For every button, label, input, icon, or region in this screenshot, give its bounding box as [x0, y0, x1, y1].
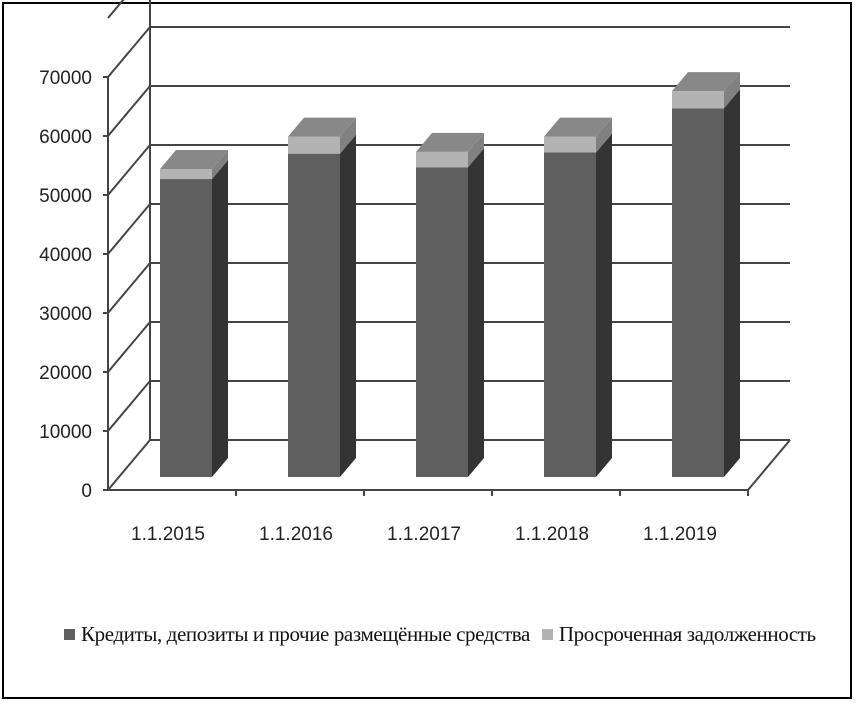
bar-top-1.1.2016 [288, 117, 356, 137]
gridline-diagonal [107, 85, 151, 137]
bar-overdue-1.1.2019 [672, 91, 724, 109]
legend-swatch-credits [64, 629, 75, 640]
y-tick-label: 10000 [39, 422, 92, 443]
bar-group-1.1.2018 [544, 117, 612, 477]
y-tick-label: 70000 [39, 68, 92, 89]
bar-side-credits-1.1.2017 [468, 148, 484, 477]
legend: Кредиты, депозиты и прочие размещённые с… [64, 622, 854, 647]
bar-overdue-1.1.2016 [288, 136, 340, 154]
bar-credits-1.1.2017 [416, 167, 468, 477]
y-tick-label: 50000 [39, 186, 92, 207]
bar-top-1.1.2019 [672, 72, 740, 92]
gridline-diagonal [107, 144, 151, 196]
legend-swatch-overdue [541, 629, 553, 640]
bar-side-overdue-1.1.2015 [212, 150, 228, 180]
bar-side-overdue-1.1.2016 [340, 117, 356, 154]
x-tick-label: 1.1.2018 [515, 524, 589, 545]
x-tick-label: 1.1.2017 [387, 524, 461, 545]
y-axis-tick-labels: 0 10000 20000 30000 40000 50000 60000 70000 [39, 68, 108, 502]
bar-side-overdue-1.1.2017 [468, 132, 484, 168]
y-tick-label: 30000 [39, 304, 92, 325]
bar-side-credits-1.1.2019 [724, 89, 740, 477]
bar-side-credits-1.1.2015 [212, 160, 228, 478]
y-tick-label: 40000 [39, 245, 92, 266]
bar-credits-1.1.2018 [544, 152, 596, 477]
gridline-diagonal [107, 0, 125, 19]
bar-group-1.1.2016 [288, 117, 356, 477]
bars [160, 72, 740, 478]
y-tick-label: 0 [81, 481, 92, 502]
x-tick-label: 1.1.2016 [259, 524, 333, 545]
bar-side-overdue-1.1.2019 [724, 72, 740, 109]
bar-top-1.1.2017 [416, 132, 484, 152]
bar-side-credits-1.1.2016 [340, 134, 356, 477]
bar-credits-1.1.2016 [288, 153, 340, 477]
bar-credits-1.1.2015 [160, 179, 212, 478]
bar-group-1.1.2017 [416, 132, 484, 477]
x-tick-label: 1.1.2015 [131, 524, 205, 545]
y-tick-label: 60000 [39, 127, 92, 148]
gridline-diagonal [107, 26, 151, 78]
gridline-diagonal [107, 380, 151, 432]
bar-credits-1.1.2019 [672, 108, 724, 477]
legend-item-overdue: Просроченная задолженность [541, 622, 816, 647]
floor-right-edge [747, 439, 791, 491]
y-tick-label: 20000 [39, 363, 92, 384]
bar-side-credits-1.1.2018 [596, 133, 612, 477]
bar-group-1.1.2019 [672, 72, 740, 477]
bar-top-1.1.2018 [544, 117, 612, 137]
gridline-diagonal [107, 262, 151, 314]
legend-item-credits: Кредиты, депозиты и прочие размещённые с… [64, 622, 530, 647]
bar-side-overdue-1.1.2018 [596, 117, 612, 153]
bar-group-1.1.2015 [160, 150, 228, 478]
x-tick-label: 1.1.2019 [643, 524, 717, 545]
legend-label-credits: Кредиты, депозиты и прочие размещённые с… [81, 622, 530, 646]
bar-top-1.1.2015 [160, 150, 228, 170]
gridline-diagonal [107, 203, 151, 255]
bar-overdue-1.1.2017 [416, 151, 468, 168]
bar-overdue-1.1.2018 [544, 136, 596, 153]
gridline-diagonal [107, 321, 151, 373]
gridline-diagonal [107, 439, 151, 491]
bar-overdue-1.1.2015 [160, 169, 212, 180]
x-axis-tick-labels: 1.1.2015 1.1.2016 1.1.2017 1.1.2018 1.1.2019 [131, 490, 749, 545]
legend-label-overdue: Просроченная задолженность [558, 622, 816, 646]
